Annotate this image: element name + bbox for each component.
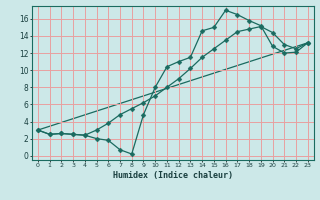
X-axis label: Humidex (Indice chaleur): Humidex (Indice chaleur) xyxy=(113,171,233,180)
